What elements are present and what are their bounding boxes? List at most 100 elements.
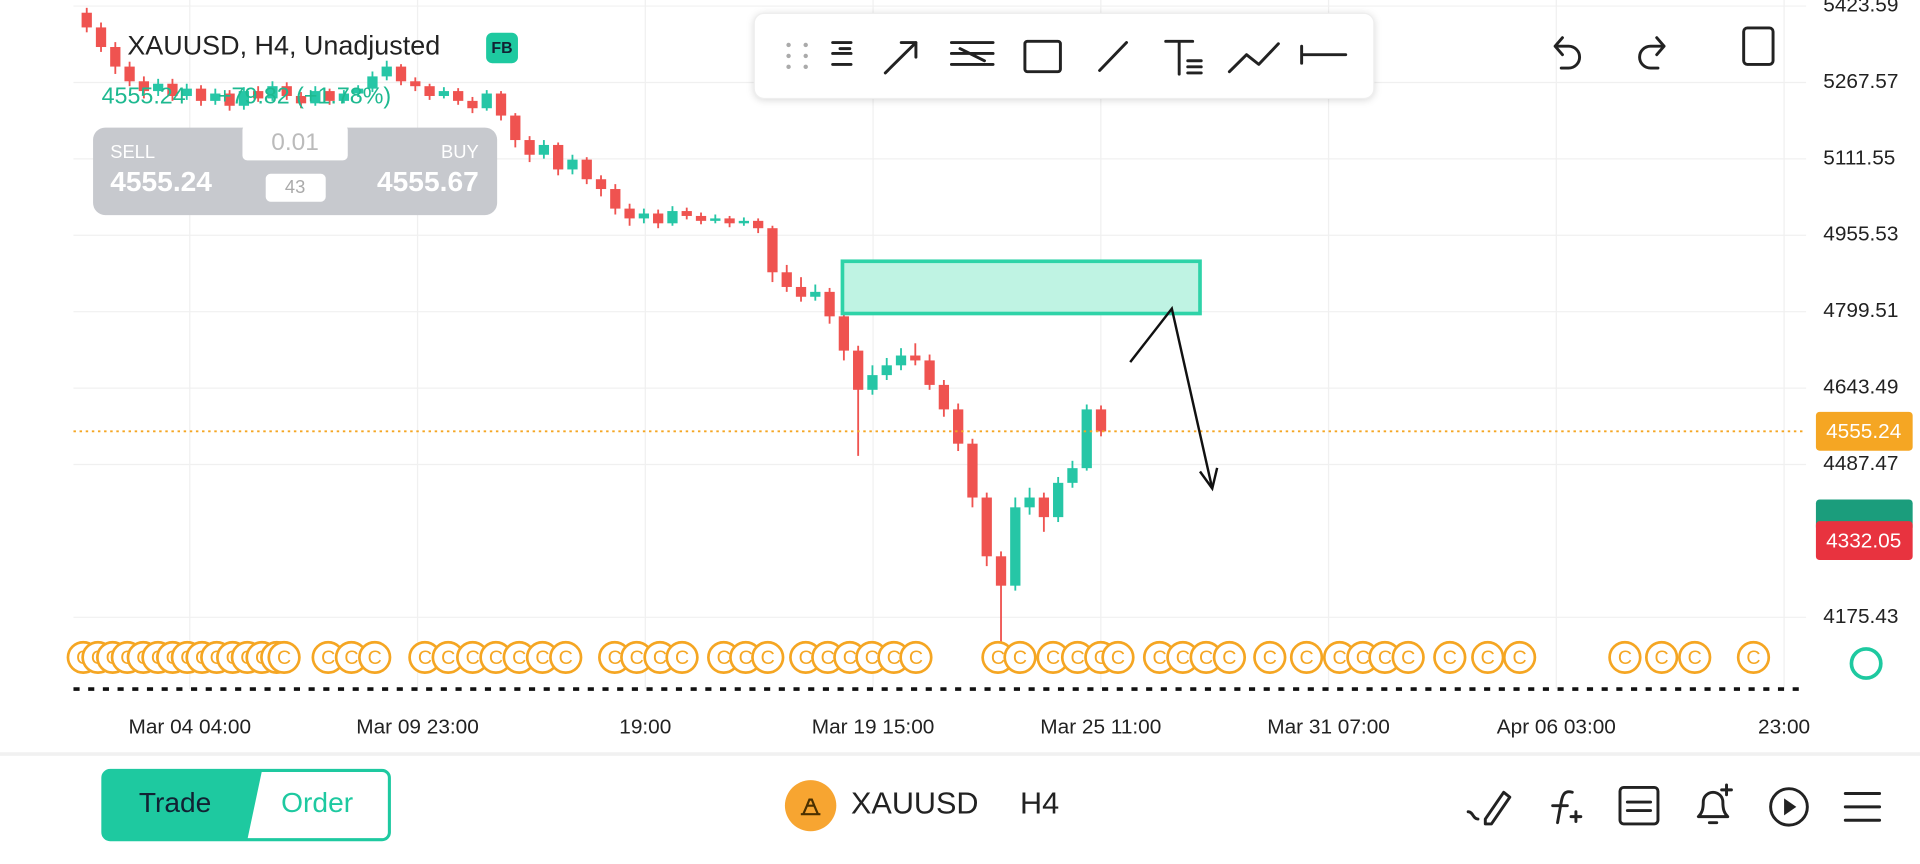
event-marker-label[interactable]: C bbox=[843, 647, 857, 669]
event-marker-label[interactable]: C bbox=[1176, 647, 1190, 669]
event-marker-label[interactable]: C bbox=[1443, 647, 1457, 669]
event-marker-label[interactable]: C bbox=[1153, 647, 1167, 669]
event-marker-label[interactable]: C bbox=[1481, 647, 1495, 669]
event-marker-label[interactable]: C bbox=[1111, 647, 1125, 669]
event-marker[interactable] bbox=[665, 640, 699, 674]
candle-body bbox=[181, 88, 192, 96]
footer-timeframe[interactable]: H4 bbox=[1020, 787, 1059, 821]
indicator-icon[interactable] bbox=[1551, 790, 1583, 825]
event-marker[interactable] bbox=[1253, 640, 1287, 674]
event-marker-label[interactable]: C bbox=[344, 647, 358, 669]
event-marker-label[interactable]: C bbox=[887, 647, 901, 669]
undo[interactable] bbox=[1553, 36, 1581, 70]
event-marker[interactable] bbox=[1101, 640, 1135, 674]
event-marker-label[interactable]: C bbox=[991, 647, 1005, 669]
event-marker-label[interactable]: C bbox=[535, 647, 549, 669]
event-marker[interactable] bbox=[1391, 640, 1425, 674]
event-marker-label[interactable]: C bbox=[1401, 647, 1415, 669]
event-marker-label[interactable]: C bbox=[1046, 647, 1060, 669]
event-marker[interactable] bbox=[1736, 640, 1771, 674]
buy-price[interactable]: 4555.67 bbox=[377, 166, 479, 197]
event-marker-label[interactable]: C bbox=[1070, 647, 1084, 669]
candle-body bbox=[538, 144, 550, 155]
event-marker-label[interactable]: C bbox=[739, 647, 753, 669]
event-marker-label[interactable]: C bbox=[1688, 647, 1702, 669]
template-icon[interactable] bbox=[1618, 785, 1660, 826]
event-marker[interactable] bbox=[1212, 640, 1247, 674]
event-marker[interactable] bbox=[549, 640, 583, 674]
event-marker-label[interactable]: C bbox=[1378, 647, 1392, 669]
event-marker-label[interactable]: C bbox=[441, 647, 455, 669]
trade-tab-bg[interactable] bbox=[102, 770, 263, 840]
event-marker[interactable] bbox=[1502, 640, 1537, 674]
event-marker[interactable] bbox=[358, 640, 392, 674]
event-marker-label[interactable]: C bbox=[1199, 647, 1213, 669]
event-marker[interactable] bbox=[1608, 640, 1642, 674]
event-marker-label[interactable]: C bbox=[1263, 647, 1277, 669]
menu-icon[interactable] bbox=[1843, 792, 1882, 822]
replay-icon[interactable] bbox=[1769, 787, 1809, 827]
event-marker-label[interactable]: C bbox=[1513, 647, 1527, 669]
tool-text[interactable] bbox=[1164, 39, 1203, 76]
reset-chart[interactable] bbox=[1849, 647, 1883, 680]
event-marker[interactable] bbox=[1644, 640, 1679, 674]
candle-body bbox=[895, 355, 907, 366]
event-marker-label[interactable]: C bbox=[1013, 647, 1027, 669]
sell-price[interactable]: 4555.24 bbox=[110, 166, 212, 197]
tool-arrow[interactable] bbox=[883, 41, 918, 75]
event-marker-label[interactable]: C bbox=[321, 647, 335, 669]
event-marker-label[interactable]: C bbox=[608, 647, 622, 669]
event-marker-label[interactable]: C bbox=[489, 647, 503, 669]
redo[interactable] bbox=[1638, 36, 1666, 70]
drag-handle[interactable] bbox=[786, 42, 808, 70]
event-marker-label[interactable]: C bbox=[559, 647, 573, 669]
event-marker-label[interactable]: C bbox=[418, 647, 432, 669]
event-marker-label[interactable]: C bbox=[1356, 647, 1370, 669]
event-marker-label[interactable]: C bbox=[821, 647, 835, 669]
tool-line[interactable] bbox=[1098, 41, 1128, 72]
event-marker[interactable] bbox=[751, 640, 785, 674]
event-marker[interactable] bbox=[1003, 640, 1037, 674]
candle-body bbox=[267, 86, 278, 99]
event-marker-label[interactable]: C bbox=[799, 647, 813, 669]
event-marker-label[interactable]: C bbox=[277, 647, 291, 669]
event-marker[interactable] bbox=[1289, 640, 1324, 674]
event-marker-label[interactable]: C bbox=[865, 647, 879, 669]
tool-fib[interactable] bbox=[831, 41, 853, 66]
event-marker-label[interactable]: C bbox=[653, 647, 667, 669]
tool-path[interactable] bbox=[1227, 42, 1280, 74]
event-marker-label[interactable]: C bbox=[466, 647, 480, 669]
footer-symbol[interactable]: XAUUSD bbox=[851, 787, 979, 821]
event-marker[interactable] bbox=[1433, 640, 1467, 674]
drawn-path[interactable] bbox=[1129, 305, 1214, 489]
event-marker-label[interactable]: C bbox=[717, 647, 731, 669]
event-marker-label[interactable]: C bbox=[675, 647, 689, 669]
tool-rectangle[interactable] bbox=[1023, 39, 1062, 74]
event-marker-label[interactable]: C bbox=[1618, 647, 1632, 669]
event-marker-label[interactable]: C bbox=[368, 647, 382, 669]
tool-channel[interactable] bbox=[949, 41, 995, 66]
tool-hline[interactable] bbox=[1300, 44, 1348, 65]
event-marker[interactable] bbox=[1678, 640, 1712, 674]
event-marker-label[interactable]: C bbox=[630, 647, 644, 669]
volume-box[interactable] bbox=[242, 125, 348, 161]
event-marker-label[interactable]: C bbox=[761, 647, 775, 669]
event-marker-label[interactable]: C bbox=[512, 647, 526, 669]
event-marker[interactable] bbox=[267, 640, 301, 674]
volume[interactable]: 0.01 bbox=[271, 129, 319, 156]
zone-rectangle[interactable] bbox=[840, 259, 1202, 316]
event-marker-label[interactable]: C bbox=[1222, 647, 1236, 669]
event-marker-label[interactable]: C bbox=[1746, 647, 1760, 669]
alert-icon[interactable] bbox=[1696, 783, 1733, 825]
layout-toggle[interactable] bbox=[1742, 26, 1775, 66]
event-marker-label[interactable]: C bbox=[1333, 647, 1347, 669]
draw-icon[interactable] bbox=[1466, 790, 1512, 826]
event-marker-label[interactable]: C bbox=[1655, 647, 1669, 669]
event-marker-label[interactable]: C bbox=[1299, 647, 1313, 669]
event-marker-label[interactable]: C bbox=[909, 647, 923, 669]
event-marker[interactable] bbox=[899, 640, 933, 674]
candle-body bbox=[367, 76, 378, 89]
trade-tab[interactable]: Trade bbox=[139, 787, 212, 818]
order-tab[interactable]: Order bbox=[281, 787, 353, 818]
